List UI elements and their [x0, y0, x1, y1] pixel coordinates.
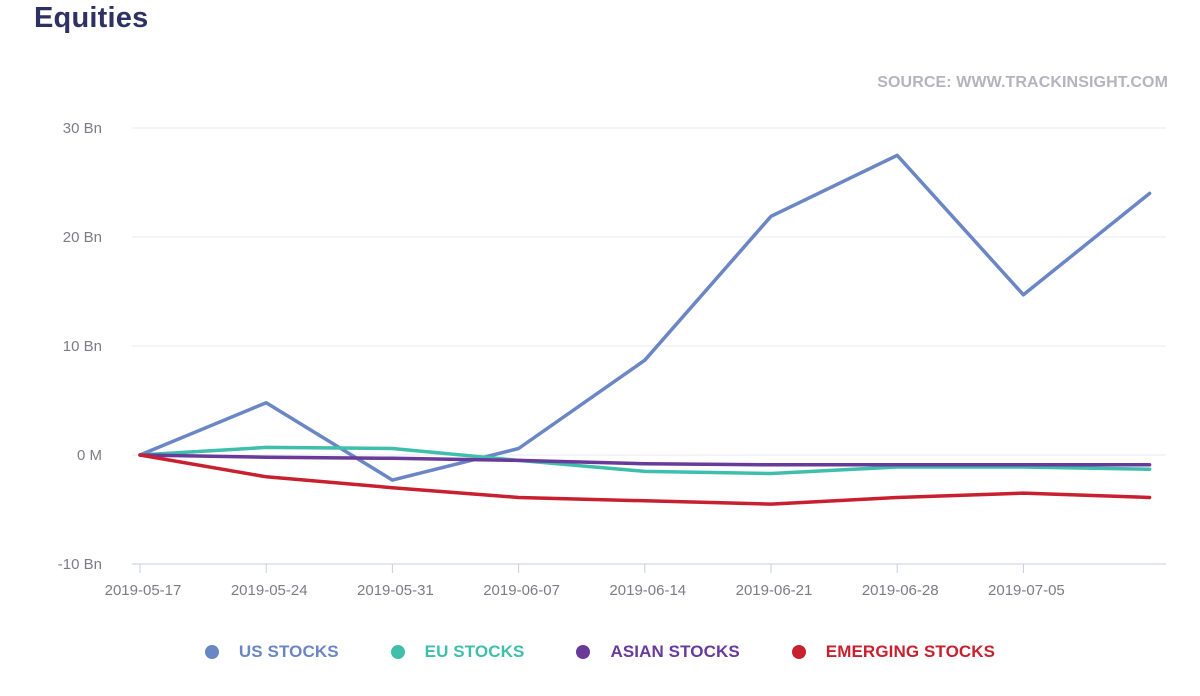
data-point[interactable]	[262, 443, 270, 451]
data-point[interactable]	[641, 467, 649, 475]
legend-item-asian-stocks[interactable]: ASIAN STOCKS	[576, 642, 740, 662]
data-point[interactable]	[1146, 461, 1154, 469]
data-point[interactable]	[893, 461, 901, 469]
data-point[interactable]	[515, 444, 523, 452]
data-point[interactable]	[767, 212, 775, 220]
legend: US STOCKS EU STOCKS ASIAN STOCKS EMERGING S…	[0, 642, 1200, 662]
data-point[interactable]	[262, 399, 270, 407]
data-point[interactable]	[1019, 461, 1027, 469]
data-point[interactable]	[136, 451, 144, 459]
data-point[interactable]	[388, 444, 396, 452]
data-point[interactable]	[893, 494, 901, 502]
series-line-emerging-stocks[interactable]	[138, 453, 1152, 506]
data-point[interactable]	[515, 456, 523, 464]
legend-dot-icon	[576, 645, 591, 659]
data-point[interactable]	[1146, 189, 1154, 197]
x-tick-label: 2019-07-05	[988, 582, 1065, 599]
data-point[interactable]	[1019, 489, 1027, 497]
gridlines	[132, 127, 1166, 565]
data-point[interactable]	[262, 473, 270, 481]
x-tick-label: 2019-05-31	[357, 582, 434, 599]
legend-item-eu-stocks[interactable]: EU STOCKS	[390, 642, 525, 662]
y-tick-label: 10 Bn	[63, 338, 102, 355]
legend-label: US STOCKS	[238, 642, 339, 661]
x-tick-label: 2019-06-21	[736, 582, 813, 599]
data-point[interactable]	[262, 453, 270, 461]
data-point[interactable]	[1146, 494, 1154, 502]
data-point[interactable]	[388, 476, 396, 484]
data-point[interactable]	[767, 461, 775, 469]
y-tick-label: 30 Bn	[63, 120, 102, 137]
legend-dot-icon	[204, 645, 219, 659]
data-point[interactable]	[388, 484, 396, 492]
x-tick-label: 2019-06-14	[609, 582, 686, 599]
legend-dot-icon	[791, 645, 806, 659]
data-point[interactable]	[1019, 291, 1027, 299]
data-point[interactable]	[893, 151, 901, 159]
series-line-asian-stocks[interactable]	[138, 453, 1152, 467]
data-point[interactable]	[388, 454, 396, 462]
series-lines	[136, 151, 1154, 508]
legend-label: ASIAN STOCKS	[610, 642, 740, 661]
y-axis: -10 Bn 0 M 10 Bn 20 Bn 30 Bn	[58, 120, 102, 573]
data-point[interactable]	[767, 500, 775, 508]
data-point[interactable]	[767, 470, 775, 478]
legend-label: EMERGING STOCKS	[825, 642, 996, 661]
data-point[interactable]	[641, 460, 649, 468]
x-tick-label: 2019-05-17	[105, 582, 182, 599]
series-line-us-stocks[interactable]	[138, 153, 1152, 482]
data-point[interactable]	[515, 494, 523, 502]
data-point[interactable]	[641, 356, 649, 364]
chart-title: Equities	[34, 2, 149, 34]
data-point[interactable]	[641, 497, 649, 505]
series-line-eu-stocks[interactable]	[138, 445, 1152, 476]
x-tick-label: 2019-05-24	[231, 582, 308, 599]
legend-item-us-stocks[interactable]: US STOCKS	[204, 642, 339, 662]
y-tick-label: -10 Bn	[58, 556, 102, 573]
legend-dot-icon	[390, 645, 405, 659]
y-tick-label: 0 M	[77, 447, 102, 464]
y-tick-label: 20 Bn	[63, 229, 102, 246]
x-tick-label: 2019-06-07	[483, 582, 560, 599]
source-label: SOURCE: WWW.TRACKINSIGHT.COM	[877, 74, 1168, 91]
x-tick-label: 2019-06-28	[862, 582, 939, 599]
x-axis: 2019-05-17 2019-05-24 2019-05-31 2019-06-07…	[105, 564, 1065, 599]
legend-item-emerging-stocks[interactable]: EMERGING STOCKS	[791, 642, 996, 662]
legend-label: EU STOCKS	[424, 642, 525, 661]
